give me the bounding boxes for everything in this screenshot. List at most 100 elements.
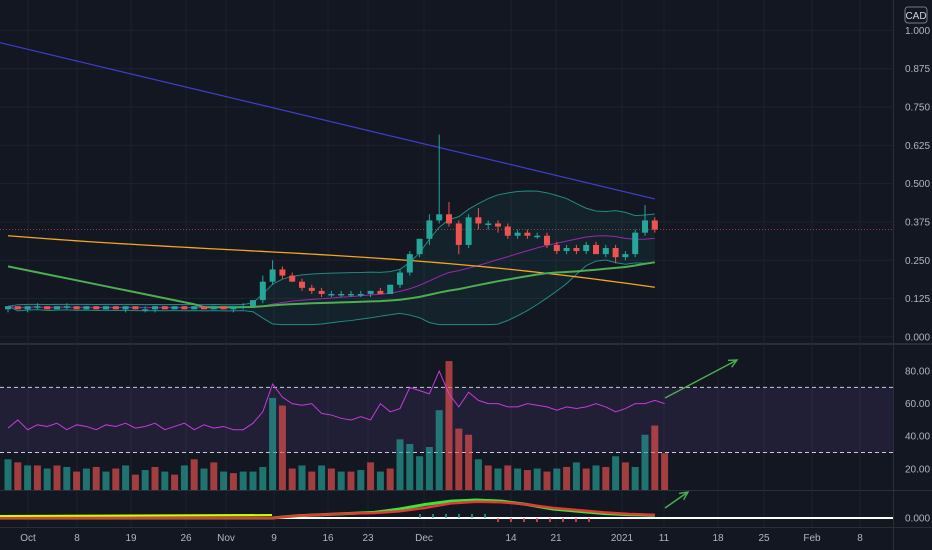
volume-bar (602, 466, 610, 490)
volume-bar (259, 466, 267, 490)
volume-bar (357, 470, 365, 490)
candle-body (524, 232, 531, 236)
y-tick-label: 0.875 (905, 64, 930, 75)
candle-body (132, 306, 139, 310)
volume-bar (327, 468, 335, 490)
volume-bar (445, 361, 453, 490)
volume-bar (435, 410, 443, 490)
candle (112, 306, 119, 310)
x-tick-label: 23 (362, 533, 374, 544)
candle (289, 272, 296, 282)
volume-bar (141, 470, 149, 490)
candle (142, 306, 149, 313)
x-tick-label: Dec (415, 533, 433, 544)
x-tick-label: Nov (217, 533, 235, 544)
candle-body (544, 235, 550, 245)
candle (485, 220, 492, 230)
candle (54, 306, 60, 310)
currency-badge[interactable]: CAD (904, 6, 928, 24)
y-tick-label: 1.000 (905, 26, 930, 37)
candle (34, 303, 41, 310)
x-tick-label: 19 (125, 533, 137, 544)
candle-body (504, 226, 511, 236)
volume-bar (621, 462, 629, 490)
volume-bar (53, 465, 61, 490)
candle (250, 300, 256, 307)
candle (63, 303, 70, 310)
candle (161, 306, 168, 310)
candle (24, 306, 31, 313)
annotation-arrow-oscillator (664, 491, 690, 509)
candle (475, 208, 482, 230)
volume-bar (210, 462, 218, 490)
volume-bar (504, 465, 512, 490)
volume-bar (523, 470, 531, 490)
candle (436, 134, 443, 224)
candle-body (485, 223, 492, 225)
candle-body (583, 244, 590, 252)
candle-body (14, 306, 21, 310)
candle-body (289, 275, 296, 282)
candle (210, 306, 217, 310)
volume-bar (474, 459, 482, 490)
volume-bar (131, 474, 139, 490)
candle (171, 306, 178, 310)
volume-bar (416, 456, 424, 490)
volume-bar (563, 466, 571, 490)
volume-bar (24, 465, 32, 490)
volume-bar (92, 466, 100, 490)
volume-bar (249, 471, 257, 490)
volume-bar (33, 465, 41, 490)
candle (73, 306, 80, 310)
candle (279, 266, 286, 279)
candle (406, 251, 413, 276)
x-tick-label: 9 (271, 533, 277, 544)
volume-bar (465, 434, 473, 490)
candle-body (299, 281, 305, 288)
candle (220, 306, 227, 310)
candle-body (171, 306, 178, 310)
volume-bar (180, 465, 188, 490)
x-tick-label: 8 (74, 533, 80, 544)
x-tick-label: Oct (20, 533, 36, 544)
candle-body (250, 300, 256, 307)
candle-body (269, 269, 276, 282)
candle (308, 284, 315, 294)
volume-bar (82, 468, 90, 490)
candle (426, 214, 433, 245)
candle (14, 306, 21, 310)
candle (181, 306, 188, 310)
volume-bar (386, 468, 394, 490)
candle (318, 287, 325, 298)
candle (593, 241, 599, 255)
volume-bar (582, 468, 590, 490)
volume-bar (278, 405, 286, 490)
candle (328, 290, 335, 298)
candle (132, 306, 139, 310)
candle (602, 244, 609, 258)
y-tick-label: 0.750 (905, 103, 930, 114)
candle (446, 202, 452, 227)
y-tick-label: 0.375 (905, 217, 930, 228)
volume-bar (543, 471, 551, 490)
volume-bar (661, 453, 669, 490)
candle (201, 306, 207, 310)
y-tick-label: 60.00 (905, 399, 930, 410)
volume-bar (425, 447, 433, 490)
candle (299, 278, 305, 291)
candle (612, 244, 619, 264)
candle-body (475, 217, 482, 224)
candle-body (632, 232, 639, 255)
candle-body (240, 306, 247, 308)
candle-body (210, 306, 217, 310)
x-tick-label: 26 (180, 533, 192, 544)
candle-body (563, 247, 570, 252)
candle (348, 290, 354, 298)
candle-body (406, 254, 413, 273)
candle-body (348, 293, 354, 296)
candle-body (34, 306, 41, 308)
osc-yellow-line (0, 514, 273, 517)
x-tick-label: 14 (505, 533, 517, 544)
candle-body (103, 306, 109, 310)
